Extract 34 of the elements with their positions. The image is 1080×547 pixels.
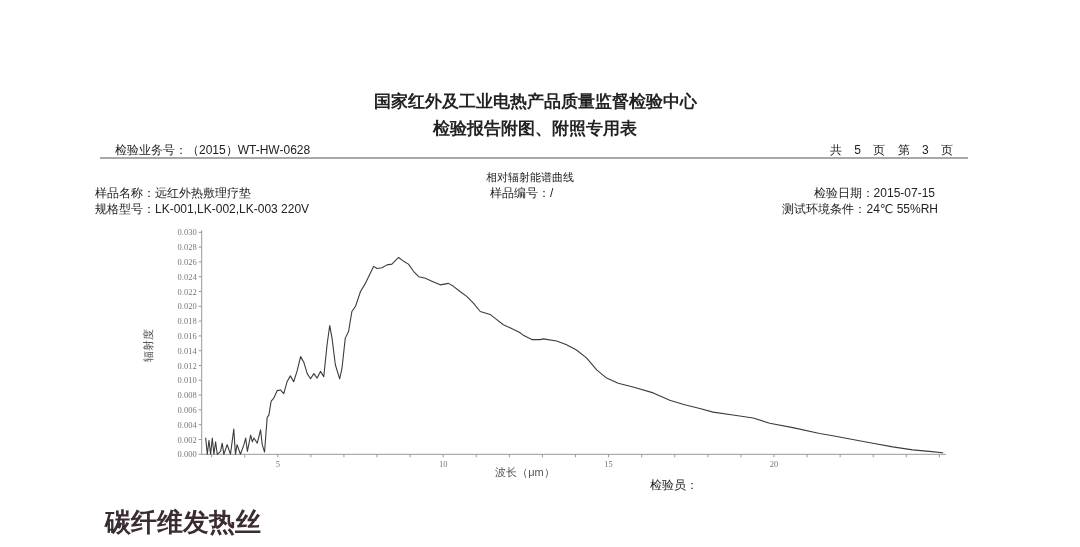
ytick: 0.000 [177,449,197,460]
annotation: 检验员： [650,478,698,492]
annotation: 测试环境条件：24℃ 55%RH [782,202,938,216]
ytick: 0.008 [177,390,197,401]
ytick: 0.016 [177,330,197,341]
xlabel: 波长（μm） [495,466,555,478]
xtick: 15 [604,459,613,470]
annotation: 共 5 页 第 3 页 [829,143,953,157]
annotation: 检验日期：2015-07-15 [813,186,935,200]
title: 国家红外及工业电热产品质量监督检验中心 [373,92,697,111]
ytick: 0.026 [177,256,197,267]
ytick: 0.002 [177,434,197,445]
ytick: 0.022 [177,286,197,297]
ytick: 0.028 [177,242,197,253]
ytick: 0.004 [177,419,197,430]
ylabel: 辐射度 [142,328,154,362]
xtick: 10 [438,459,448,470]
annotation: 相对辐射能谱曲线 [486,171,574,183]
annotation: 样品编号：/ [490,186,554,200]
annotation: 碳纤维发热丝 [105,507,261,537]
annotation: 检验业务号：（2015）WT-HW-0628 [115,143,311,157]
ytick: 0.010 [177,375,197,386]
ytick: 0.020 [177,301,197,312]
ytick: 0.012 [177,360,197,371]
ytick: 0.014 [177,345,197,356]
subtitle: 检验报告附图、附照专用表 [433,119,637,138]
xtick: 20 [769,459,779,470]
ytick: 0.018 [177,316,197,327]
xtick: 5 [275,459,280,470]
ytick: 0.030 [177,227,197,238]
ytick: 0.006 [177,404,197,415]
ytick: 0.024 [177,271,197,282]
annotation: 样品名称：远红外热敷理疗垫 [95,186,251,200]
annotation: 规格型号：LK-001,LK-002,LK-003 220V [95,202,310,216]
